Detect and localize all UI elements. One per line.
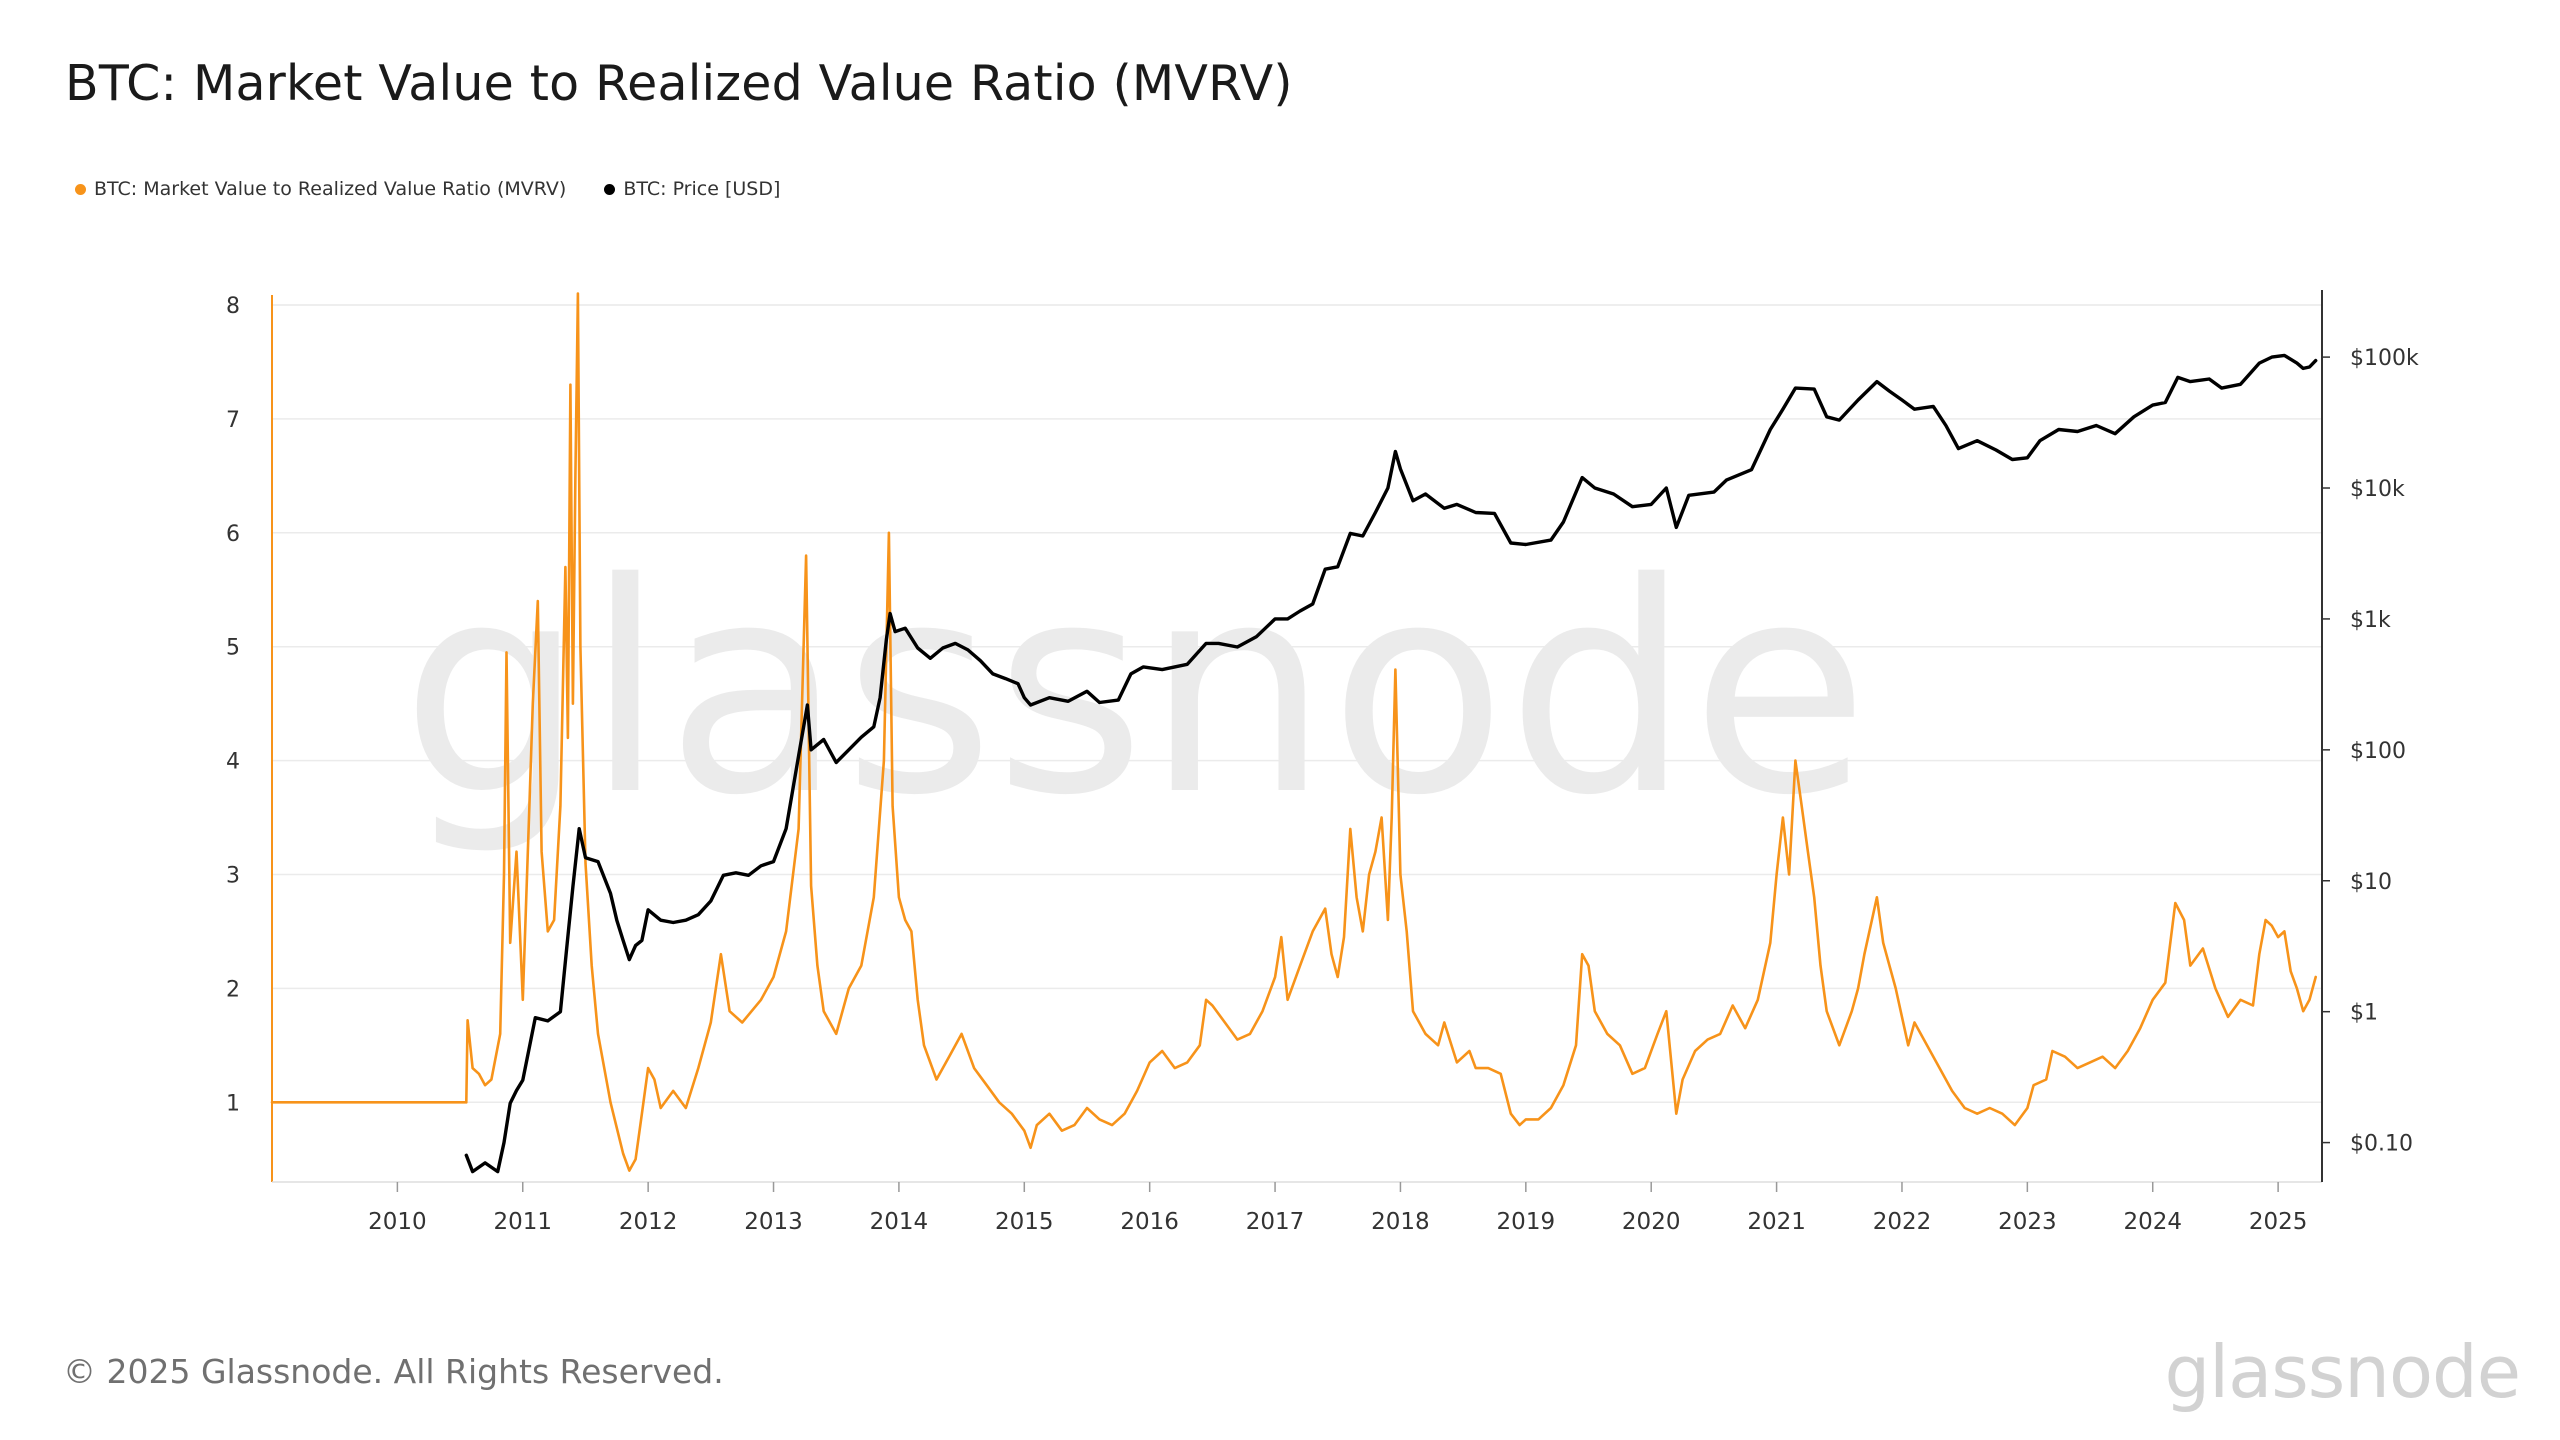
page-title: BTC: Market Value to Realized Value Rati… [65,55,1293,112]
x-tick-label: 2019 [1497,1209,1556,1235]
x-tick-label: 2010 [368,1209,427,1235]
legend-dot-mvrv [75,183,86,195]
x-tick-label: 2015 [995,1209,1054,1235]
x-tick-label: 2022 [1873,1209,1932,1235]
y-right-tick-label: $100k [2350,346,2419,371]
y-left-tick-label: 7 [226,408,240,433]
legend-label-mvrv: BTC: Market Value to Realized Value Rati… [94,178,567,200]
legend-label-price: BTC: Price [USD] [623,178,781,200]
axes [271,290,2330,1192]
copyright-text: © 2025 Glassnode. All Rights Reserved. [63,1352,724,1391]
tick-labels: 1 2 3 4 5 6 7 8 $0.10 $1 $10 $100 $1k $10k $100k 2010 20… [226,294,2419,1235]
y-right-tick-label: $1 [2350,1001,2378,1026]
x-tick-label: 2021 [1747,1209,1806,1235]
legend-item-price[interactable]: BTC: Price [USD] [604,178,780,200]
x-tick-label: 2012 [619,1209,678,1235]
x-tick-label: 2018 [1371,1209,1430,1235]
y-right-tick-label: $0.10 [2350,1132,2413,1157]
y-right-tick-label: $10k [2350,477,2405,502]
y-left-tick-label: 2 [226,977,240,1002]
glassnode-logo: glassnode [2164,1330,2521,1414]
x-tick-label: 2016 [1120,1209,1179,1235]
x-tick-label: 2014 [870,1209,929,1235]
x-tick-label: 2020 [1622,1209,1681,1235]
mvrv-series-line [270,292,2317,1172]
legend-dot-price [604,183,616,195]
legend: BTC: Market Value to Realized Value Rati… [75,178,818,200]
x-tick-label: 2017 [1246,1209,1305,1235]
x-tick-label: 2023 [1998,1209,2057,1235]
y-right-tick-label: $1k [2350,608,2391,633]
y-left-tick-label: 4 [226,750,240,775]
y-left-tick-label: 1 [226,1091,240,1116]
y-right-tick-label: $100 [2350,739,2406,764]
chart-watermark: glassnode [401,522,1869,859]
grid-lines [272,304,2322,1104]
price-series-line [464,353,2318,1174]
x-tick-label: 2011 [493,1209,552,1235]
series-group [270,292,2318,1174]
y-left-tick-label: 6 [226,522,240,547]
x-tick-label: 2013 [744,1209,803,1235]
x-tick-label: 2024 [2123,1209,2182,1235]
y-left-tick-label: 8 [226,294,240,319]
legend-item-mvrv[interactable]: BTC: Market Value to Realized Value Rati… [75,178,566,200]
y-left-tick-label: 3 [226,863,240,888]
y-right-tick-label: $10 [2350,870,2392,895]
x-tick-label: 2025 [2249,1209,2308,1235]
y-left-tick-label: 5 [226,636,240,661]
